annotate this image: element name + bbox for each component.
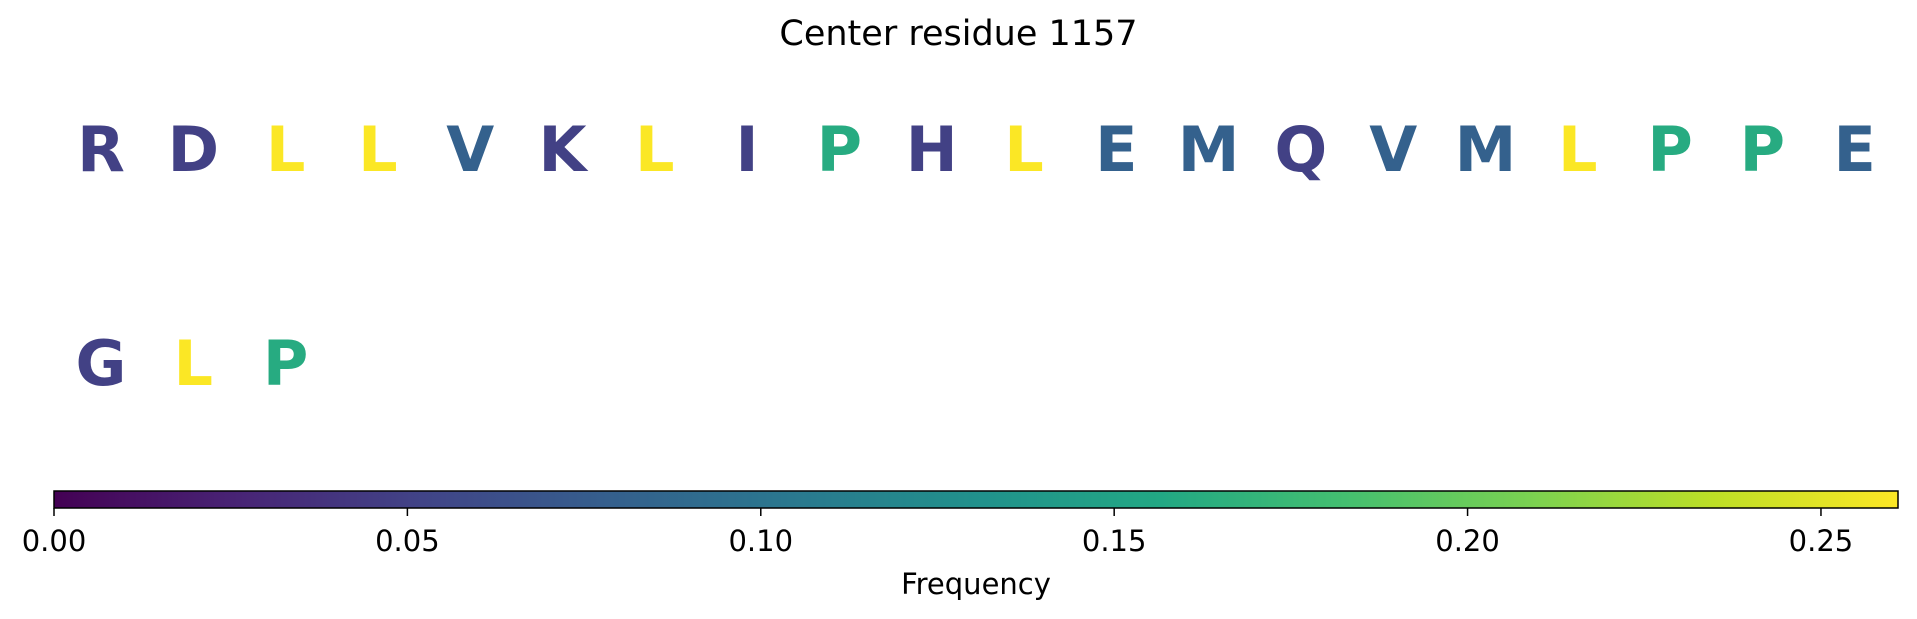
residue-letter: D bbox=[167, 113, 220, 186]
colorbar-label: Frequency bbox=[901, 567, 1051, 601]
residue-letter: P bbox=[816, 113, 863, 186]
residue-letter: E bbox=[1833, 113, 1876, 186]
residue-letter: L bbox=[173, 327, 214, 400]
residue-letter: L bbox=[1558, 113, 1598, 186]
residue-letter: K bbox=[538, 113, 587, 186]
residue-letter: M bbox=[1454, 113, 1517, 186]
residue-letter: L bbox=[1004, 113, 1044, 186]
residue-letter: G bbox=[75, 327, 127, 400]
residue-letter: V bbox=[446, 113, 495, 186]
colorbar-tick-label: 0.25 bbox=[1789, 524, 1854, 558]
colorbar-tick-label: 0.20 bbox=[1435, 524, 1500, 558]
colorbar: 0.00 0.05 0.10 0.15 0.20 0.25 Frequency bbox=[22, 490, 1899, 601]
residue-letter: Q bbox=[1274, 113, 1328, 186]
residue-letter: M bbox=[1177, 113, 1240, 186]
colorbar-tick-label: 0.05 bbox=[375, 524, 440, 558]
residue-letter: V bbox=[1369, 113, 1418, 186]
chart-title: Center residue 1157 bbox=[779, 14, 1138, 54]
residue-letter: L bbox=[358, 113, 398, 186]
residue-letter: P bbox=[1647, 113, 1693, 186]
residue-letter: I bbox=[735, 113, 759, 186]
residue-letter: L bbox=[265, 113, 306, 186]
colorbar-gradient bbox=[53, 490, 1899, 509]
residue-letter: R bbox=[77, 113, 125, 186]
colorbar-tick-label: 0.00 bbox=[22, 524, 87, 558]
residue-letter: P bbox=[262, 327, 309, 400]
residue-letter: P bbox=[1739, 113, 1786, 186]
residue-letter: E bbox=[1095, 113, 1138, 186]
residue-letter: H bbox=[905, 113, 958, 186]
residue-letter: L bbox=[635, 113, 675, 186]
colorbar-tick-label: 0.10 bbox=[728, 524, 793, 558]
colorbar-tick-label: 0.15 bbox=[1082, 524, 1147, 558]
